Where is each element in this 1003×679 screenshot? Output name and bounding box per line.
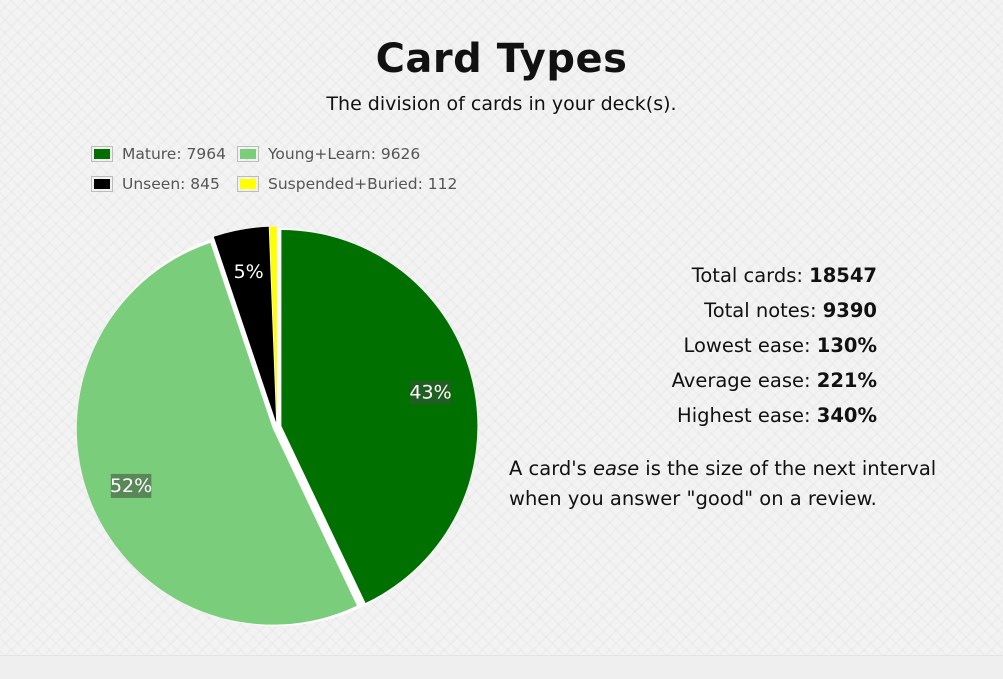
legend-item-mature[interactable]: Mature: 7964	[91, 143, 226, 165]
legend-label-young-learn: Young+Learn: 9626	[268, 145, 421, 163]
legend-label-suspended-buried: Suspended+Buried: 112	[268, 175, 458, 193]
chart-title: Card Types	[375, 36, 628, 82]
stat-average-ease-label: Average ease:	[671, 369, 817, 392]
legend-label-unseen: Unseen: 845	[122, 175, 220, 193]
pie-label-text-mature: 43%	[409, 381, 451, 403]
stat-average-ease-value: 221%	[816, 369, 877, 392]
pie-slice-young-learn[interactable]	[76, 242, 357, 625]
pie-slice-mature[interactable]	[281, 230, 478, 604]
footer-band	[0, 655, 1003, 679]
stats-panel: Total cards: 18547 Total notes: 9390 Low…	[560, 258, 877, 433]
pie-label-bg-unseen	[234, 260, 264, 285]
legend-item-unseen[interactable]: Unseen: 845	[91, 173, 220, 195]
stat-highest-ease: Highest ease: 340%	[560, 398, 877, 433]
stat-total-notes-value: 9390	[822, 299, 877, 322]
legend-swatch-young-learn	[237, 146, 259, 162]
stat-total-notes-label: Total notes:	[704, 299, 823, 322]
pie-label-unseen: 5%	[234, 260, 264, 285]
legend-item-suspended-buried[interactable]: Suspended+Buried: 112	[237, 173, 457, 195]
stat-lowest-ease-label: Lowest ease:	[683, 334, 817, 357]
stat-average-ease: Average ease: 221%	[560, 363, 877, 398]
stat-lowest-ease: Lowest ease: 130%	[560, 328, 877, 363]
pie-label-bg-young-learn	[110, 473, 152, 498]
pie-label-mature: 43%	[409, 380, 452, 405]
legend-swatch-unseen	[91, 176, 113, 192]
ease-note-after: is the size of the next interval when yo…	[509, 457, 937, 510]
legend-swatch-mature	[91, 146, 113, 162]
pie-chart: 43% 52% 5%	[76, 226, 478, 626]
legend-item-young-learn[interactable]: Young+Learn: 9626	[237, 143, 420, 165]
stat-lowest-ease-value: 130%	[816, 334, 877, 357]
legend-label-mature: Mature: 7964	[122, 145, 226, 163]
legend-swatch-suspended-buried	[237, 176, 259, 192]
stat-total-notes: Total notes: 9390	[560, 293, 877, 328]
pie-label-young-learn: 52%	[110, 473, 152, 498]
ease-note-before: A card's	[509, 457, 593, 480]
stat-highest-ease-label: Highest ease:	[677, 404, 817, 427]
stat-total-cards-value: 18547	[809, 264, 877, 287]
stat-total-cards-label: Total cards:	[691, 264, 810, 287]
pie-label-text-unseen: 5%	[234, 261, 264, 283]
chart-subtitle: The division of cards in your deck(s).	[326, 93, 677, 115]
ease-note-emphasis: ease	[592, 457, 640, 480]
ease-explanation: A card's ease is the size of the next in…	[509, 454, 969, 514]
pie-label-bg-mature	[410, 380, 451, 405]
stat-total-cards: Total cards: 18547	[560, 258, 877, 293]
pie-slice-suspended-buried[interactable]	[269, 226, 277, 423]
pie-label-text-young-learn: 52%	[110, 475, 152, 497]
stat-highest-ease-value: 340%	[816, 404, 877, 427]
